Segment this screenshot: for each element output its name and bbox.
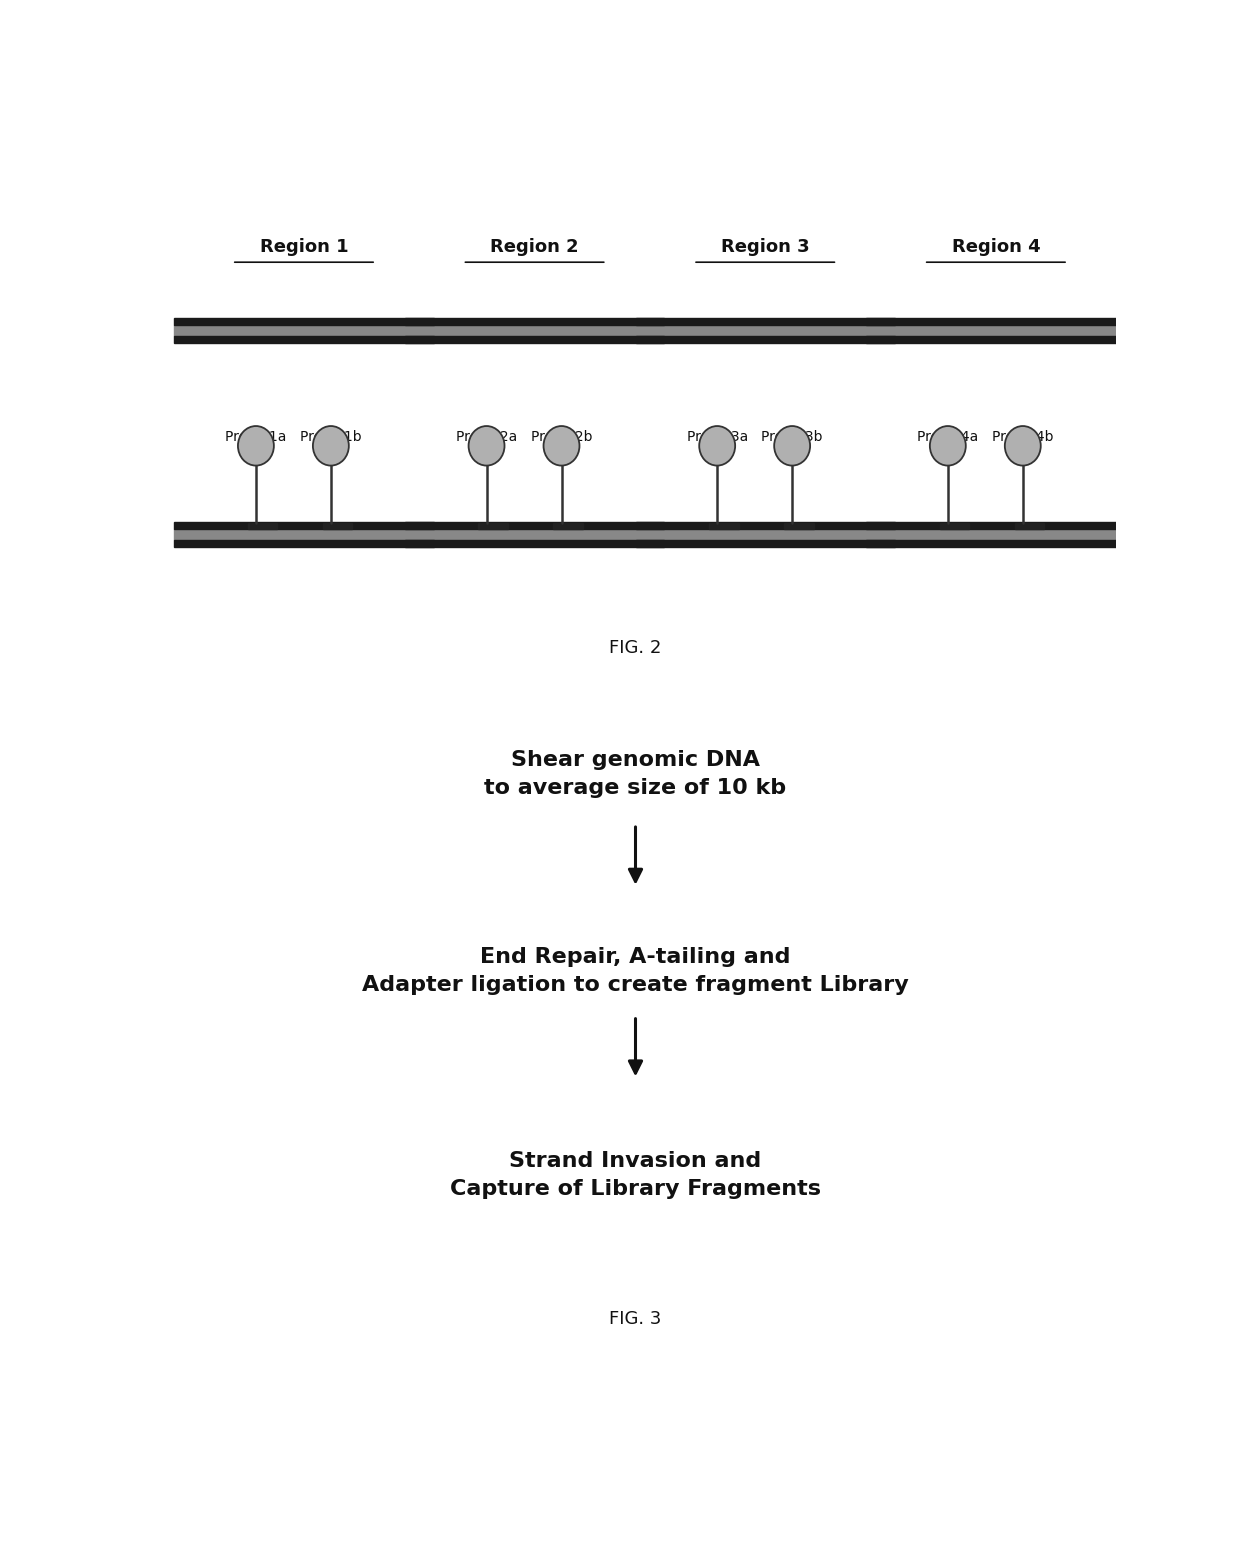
Ellipse shape bbox=[543, 426, 579, 465]
Bar bbox=[940, 523, 970, 529]
Bar bbox=[404, 540, 665, 546]
Bar bbox=[553, 523, 583, 529]
Bar bbox=[479, 523, 508, 529]
Bar bbox=[635, 540, 895, 546]
Bar bbox=[866, 540, 1126, 546]
Text: Probe 1a: Probe 1a bbox=[226, 431, 286, 445]
Ellipse shape bbox=[930, 426, 966, 465]
Text: Region 1: Region 1 bbox=[259, 238, 348, 257]
Text: Probe 2b: Probe 2b bbox=[531, 431, 593, 445]
Bar bbox=[866, 521, 1126, 529]
Bar bbox=[248, 523, 278, 529]
Bar bbox=[174, 521, 434, 529]
Bar bbox=[174, 317, 434, 325]
Bar bbox=[174, 540, 434, 546]
Bar bbox=[174, 325, 434, 336]
Bar bbox=[866, 336, 1126, 342]
Text: Region 3: Region 3 bbox=[720, 238, 810, 257]
Bar bbox=[635, 529, 895, 540]
Bar bbox=[635, 521, 895, 529]
Text: Probe 4a: Probe 4a bbox=[918, 431, 978, 445]
Bar bbox=[635, 317, 895, 325]
Bar bbox=[635, 325, 895, 336]
Bar bbox=[174, 336, 434, 342]
Text: Probe 1b: Probe 1b bbox=[300, 431, 362, 445]
Bar bbox=[404, 317, 665, 325]
Text: FIG. 2: FIG. 2 bbox=[609, 640, 662, 657]
Bar bbox=[174, 529, 434, 540]
Bar bbox=[635, 336, 895, 342]
Ellipse shape bbox=[1004, 426, 1040, 465]
Text: Region 2: Region 2 bbox=[490, 238, 579, 257]
Text: FIG. 3: FIG. 3 bbox=[609, 1310, 662, 1327]
Text: Region 4: Region 4 bbox=[951, 238, 1040, 257]
Ellipse shape bbox=[774, 426, 810, 465]
Bar bbox=[709, 523, 739, 529]
Bar bbox=[322, 523, 352, 529]
Text: Strand Invasion and
Capture of Library Fragments: Strand Invasion and Capture of Library F… bbox=[450, 1151, 821, 1200]
Ellipse shape bbox=[469, 426, 505, 465]
Text: Probe 2a: Probe 2a bbox=[456, 431, 517, 445]
Bar bbox=[866, 325, 1126, 336]
Bar bbox=[404, 521, 665, 529]
Text: Shear genomic DNA
to average size of 10 kb: Shear genomic DNA to average size of 10 … bbox=[485, 750, 786, 798]
Ellipse shape bbox=[312, 426, 348, 465]
Bar bbox=[784, 523, 813, 529]
Bar bbox=[404, 529, 665, 540]
Bar bbox=[1014, 523, 1044, 529]
Text: Probe 3a: Probe 3a bbox=[687, 431, 748, 445]
Ellipse shape bbox=[238, 426, 274, 465]
Text: Probe 4b: Probe 4b bbox=[992, 431, 1054, 445]
Ellipse shape bbox=[699, 426, 735, 465]
Bar bbox=[404, 325, 665, 336]
Bar bbox=[404, 336, 665, 342]
Bar bbox=[866, 317, 1126, 325]
Text: Probe 3b: Probe 3b bbox=[761, 431, 823, 445]
Text: End Repair, A-tailing and
Adapter ligation to create fragment Library: End Repair, A-tailing and Adapter ligati… bbox=[362, 948, 909, 996]
Bar bbox=[866, 529, 1126, 540]
